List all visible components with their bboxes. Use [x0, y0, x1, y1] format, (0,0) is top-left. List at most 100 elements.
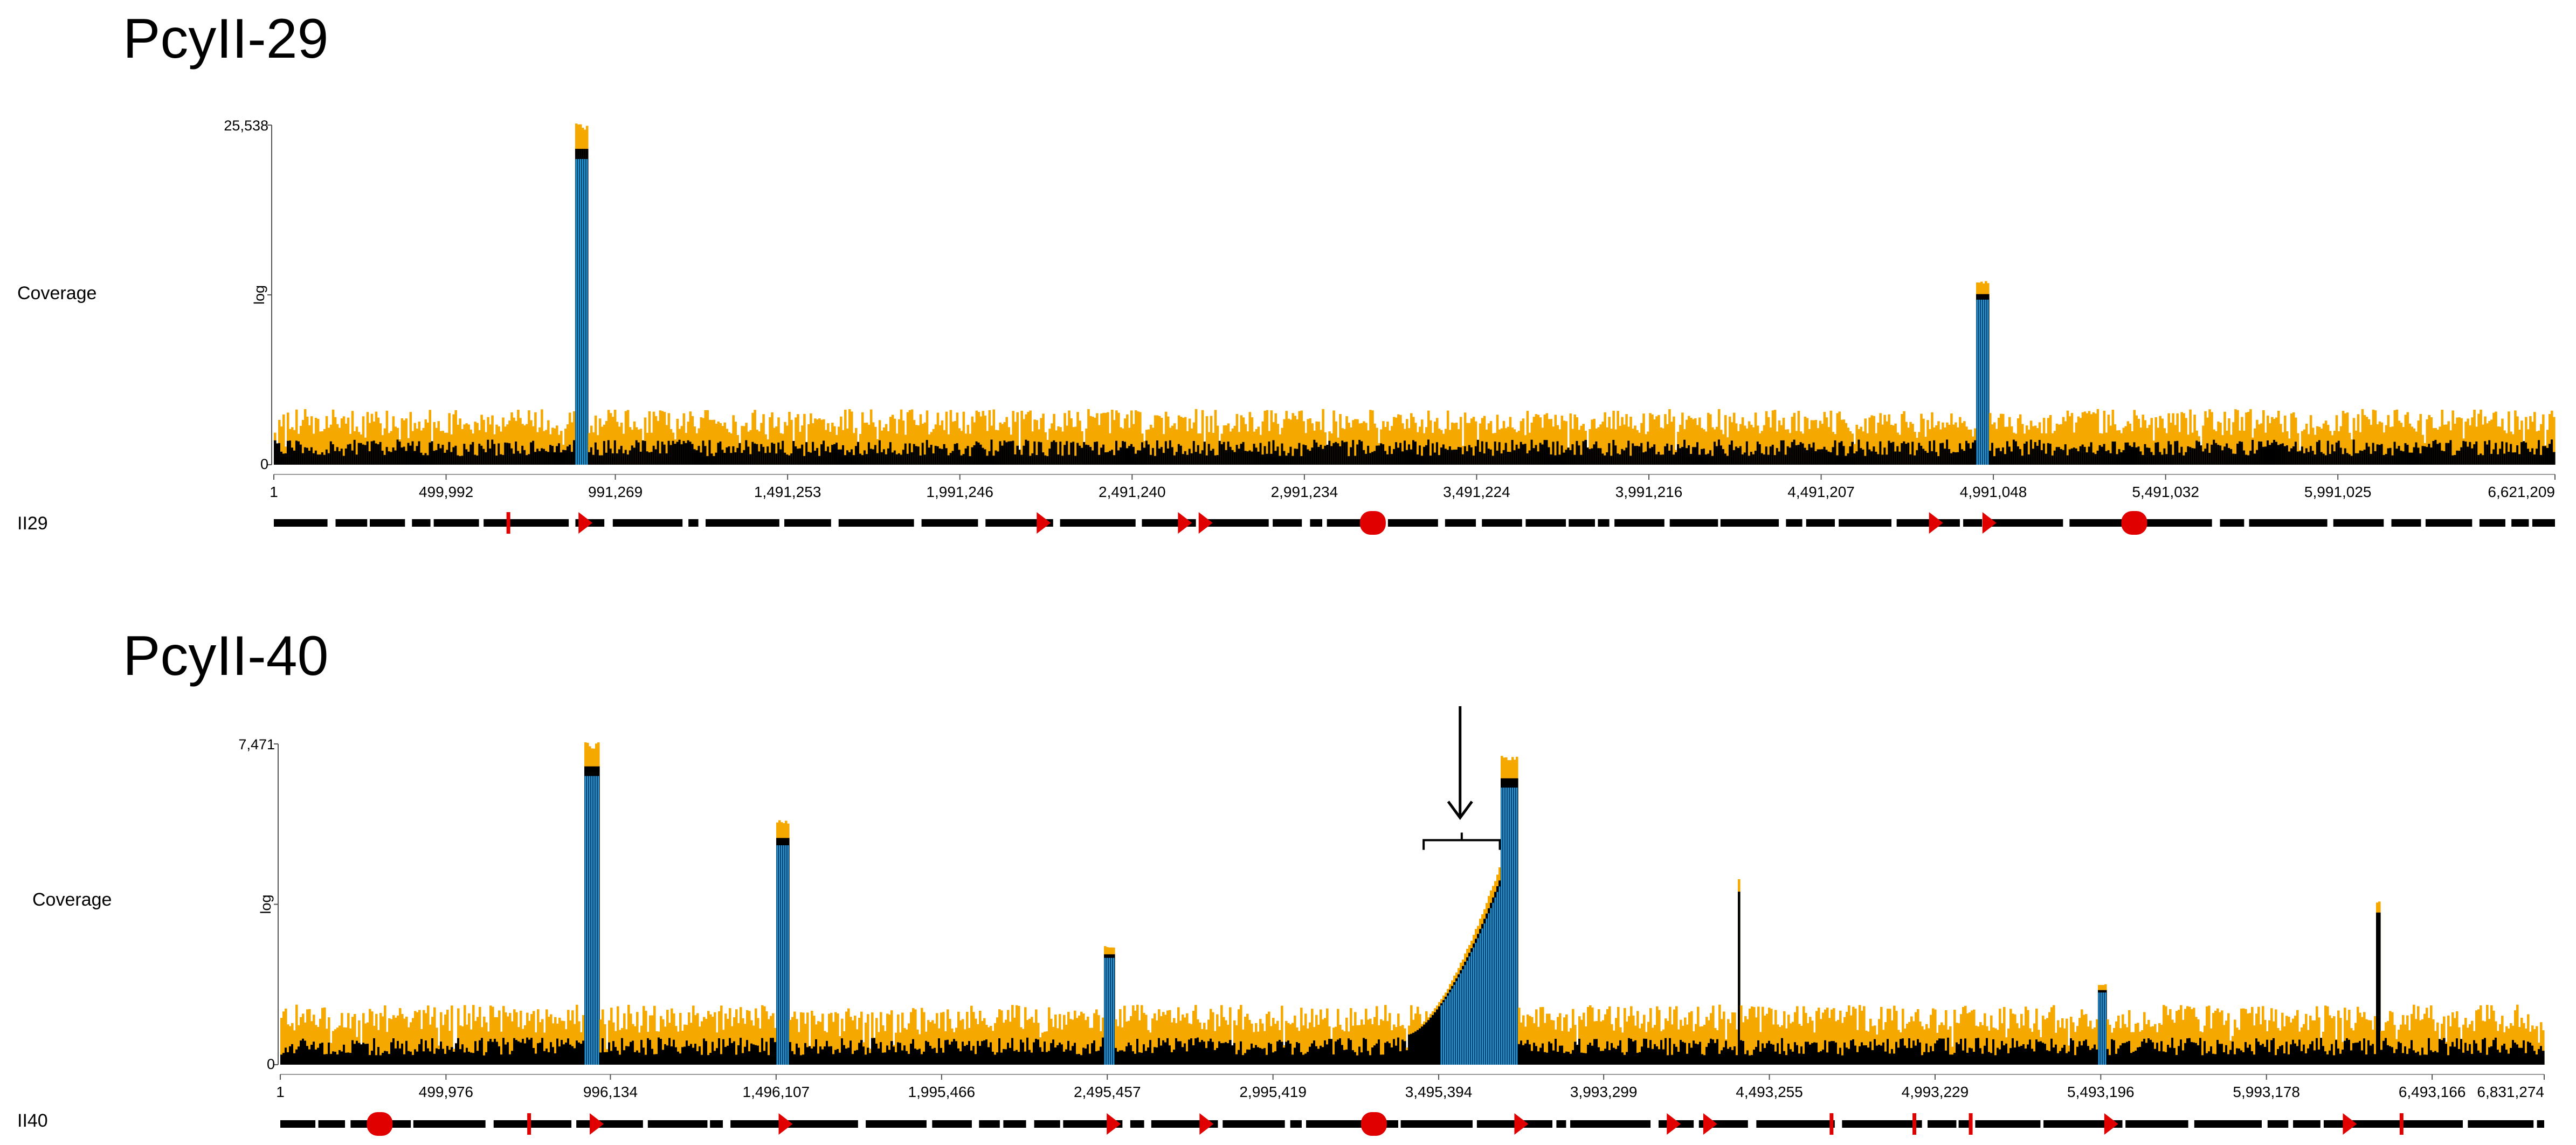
coverage-bin-black — [2252, 439, 2254, 465]
coverage-bin-black — [2122, 450, 2125, 465]
coverage-bin-black — [1763, 454, 1766, 465]
coverage-bin-black — [1908, 1038, 1911, 1065]
coverage-bin-black — [796, 1043, 798, 1065]
coverage-bin-orange — [998, 1009, 1001, 1065]
coverage-bin-peak — [785, 845, 787, 1065]
coverage-bin-black — [1384, 451, 1387, 465]
coverage-bin-black — [1660, 1040, 1663, 1065]
coverage-bin-black — [1317, 1049, 1320, 1065]
coverage-bin-orange — [617, 1006, 619, 1065]
coverage-bin-black — [663, 444, 666, 465]
coverage-bin-orange — [347, 1013, 350, 1065]
coverage-bin-black — [2210, 1046, 2213, 1065]
coverage-bin-orange — [1770, 1009, 1773, 1065]
coverage-bin-black — [871, 1038, 874, 1065]
coverage-bin-orange — [1679, 425, 1682, 465]
coverage-bin-black — [759, 1052, 762, 1065]
coverage-bin-black — [2531, 448, 2534, 465]
coverage-bin-orange — [893, 418, 896, 465]
coverage-bin-black — [1406, 450, 1408, 465]
coverage-bin-orange — [401, 1014, 404, 1065]
coverage-bin-black — [820, 444, 823, 465]
coverage-bin-black — [2139, 1046, 2142, 1065]
coverage-bin-orange — [1736, 1029, 1738, 1065]
coverage-bin-orange — [882, 427, 886, 465]
x-tick-label: 3,491,224 — [1443, 484, 1510, 500]
coverage-bin-orange — [381, 435, 384, 465]
coverage-bin-orange — [837, 1013, 839, 1065]
coverage-bin-orange — [1841, 1023, 1844, 1065]
coverage-bin-black — [1175, 452, 1178, 465]
coverage-bin-black — [1912, 1040, 1915, 1065]
coverage-bin-orange — [2527, 429, 2530, 465]
coverage-bin-black — [1690, 454, 1693, 465]
coverage-bin-black — [2088, 446, 2091, 465]
coverage-bin-orange — [1653, 419, 1656, 465]
coverage-bin-orange — [1018, 1006, 1020, 1065]
coverage-bin-orange — [2411, 1013, 2413, 1065]
coverage-bin-black — [2434, 439, 2437, 465]
coverage-bin-orange — [889, 417, 892, 465]
coverage-bin-peak — [1483, 923, 1486, 1065]
coverage-bin-orange — [1016, 1005, 1018, 1065]
coverage-bin-black — [841, 1038, 844, 1065]
coverage-bin-orange — [643, 1006, 645, 1065]
coverage-bin-orange — [917, 425, 920, 465]
coverage-bin-orange — [2480, 1005, 2482, 1065]
x-tick-label: 4,491,207 — [1787, 484, 1855, 500]
coverage-bin-black — [606, 1052, 609, 1065]
coverage-bin-black — [1070, 442, 1073, 465]
coverage-bin-orange — [2159, 416, 2161, 465]
coverage-bin-black — [1769, 446, 1772, 465]
coverage-bin-orange — [1322, 409, 1324, 465]
coverage-bin-black — [1831, 1041, 1833, 1065]
coverage-bin-black — [620, 446, 623, 465]
coverage-bin-orange — [1311, 423, 1314, 465]
coverage-bin-peak — [1516, 787, 1518, 1065]
track-segment — [1839, 519, 1891, 527]
coverage-bin-orange — [2053, 431, 2056, 465]
coverage-bin-orange — [796, 1019, 798, 1065]
coverage-bin-orange — [934, 1023, 936, 1065]
coverage-bin-black — [630, 1041, 632, 1065]
coverage-bin-black — [1826, 1052, 1829, 1065]
coverage-bin-orange — [319, 431, 322, 465]
coverage-bin-orange — [1735, 423, 1738, 465]
coverage-bin-black — [2533, 1051, 2536, 1065]
track-segment — [1569, 519, 1595, 527]
coverage-bin-black — [875, 1043, 878, 1065]
coverage-bin-orange — [914, 1009, 917, 1065]
coverage-bin-black — [1809, 1044, 1812, 1065]
coverage-bin-black — [2406, 445, 2409, 465]
coverage-bin-black — [1057, 454, 1060, 465]
coverage-bin-orange — [330, 1043, 333, 1065]
coverage-bin-black — [285, 1047, 287, 1065]
coverage-bin-orange — [1141, 1005, 1143, 1065]
coverage-bin-orange — [316, 419, 320, 465]
coverage-bin-black — [1765, 446, 1768, 465]
coverage-bin-black — [1160, 447, 1163, 465]
coverage-bin-black — [727, 1045, 729, 1065]
coverage-bin-black — [1399, 443, 1402, 465]
x-tick-label: 499,976 — [419, 1084, 473, 1100]
coverage-bin-black — [1688, 1043, 1691, 1065]
coverage-bin-black — [979, 1046, 982, 1065]
coverage-bin-black — [2264, 446, 2267, 465]
coverage-bin-black — [1817, 449, 1820, 465]
coverage-bin-black — [1023, 445, 1025, 465]
coverage-bin-black — [1784, 454, 1787, 465]
coverage-bin-black — [1658, 452, 1660, 465]
coverage-bin-black — [690, 1044, 693, 1065]
coverage-bin-orange — [2267, 415, 2269, 465]
coverage-bin-black — [878, 1049, 880, 1065]
coverage-bin-black — [1634, 1040, 1637, 1065]
coverage-bin-black — [2219, 445, 2222, 465]
coverage-bin-black — [1942, 443, 1944, 465]
coverage-bin-black — [709, 1053, 712, 1065]
coverage-bin-black — [2029, 1039, 2032, 1065]
coverage-bin-black — [1686, 1053, 1689, 1065]
coverage-bin-black — [844, 455, 847, 465]
coverage-bin-black — [2092, 452, 2095, 465]
coverage-bin-black — [394, 450, 397, 465]
coverage-bin-black — [543, 1051, 546, 1065]
